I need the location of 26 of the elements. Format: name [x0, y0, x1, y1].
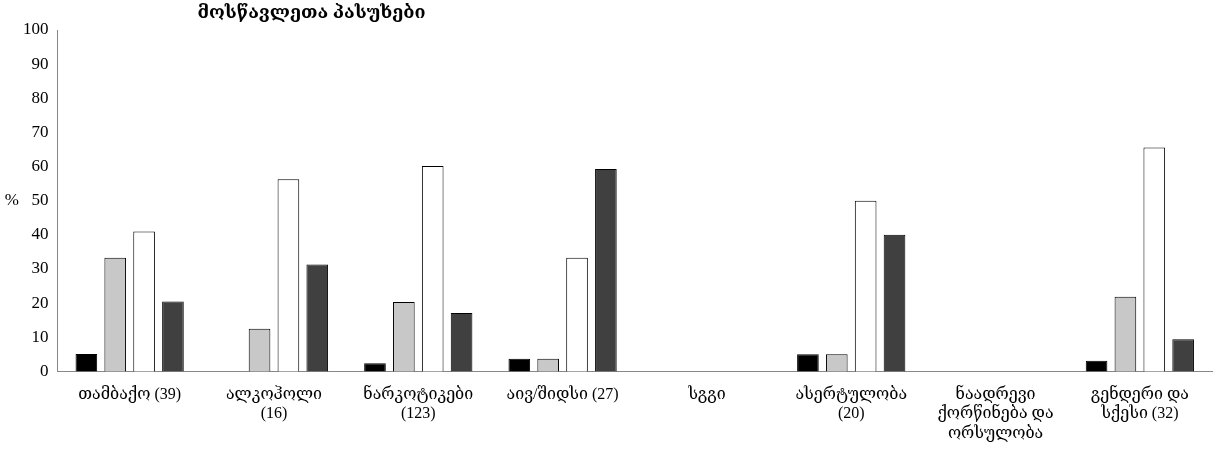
- bar: [75, 353, 98, 372]
- bar: [364, 363, 386, 372]
- y-axis-title: %: [4, 190, 19, 210]
- y-tick-label: 10: [31, 326, 49, 346]
- y-tick-label: 0: [40, 360, 49, 380]
- chart-title: მოსწავლეთა პასუხები: [197, 1, 426, 22]
- x-tick-label: ასერტულობა (20): [795, 385, 908, 423]
- x-tick-label: ნარკოტიკები (123): [363, 384, 474, 423]
- bar: [1085, 360, 1108, 372]
- y-tick-label: 100: [23, 19, 49, 39]
- y-tick-label: 40: [31, 224, 49, 244]
- y-tick-label: 20: [31, 292, 49, 312]
- bar: [508, 358, 531, 372]
- y-tick-label: 90: [31, 53, 49, 73]
- y-tick-label: 30: [31, 258, 49, 278]
- x-tick-label: გენდერი და სქესი (32): [1090, 384, 1189, 423]
- x-tick-label: სგგი: [687, 385, 726, 404]
- x-tick-label: აივ/შიდსი (27): [506, 385, 619, 404]
- y-tick-label: 70: [31, 121, 49, 141]
- y-tick-label: 80: [31, 87, 49, 107]
- x-tick-label: ნაადრევი ქორწინება და ორსულობა: [937, 384, 1054, 442]
- bar: [797, 354, 819, 372]
- x-tick-label: ალკოჰოლი (16): [225, 385, 323, 423]
- y-tick-label: 50: [31, 190, 49, 210]
- x-tick-label: თამბაქო (39): [78, 385, 182, 404]
- y-tick-label: 60: [31, 156, 49, 176]
